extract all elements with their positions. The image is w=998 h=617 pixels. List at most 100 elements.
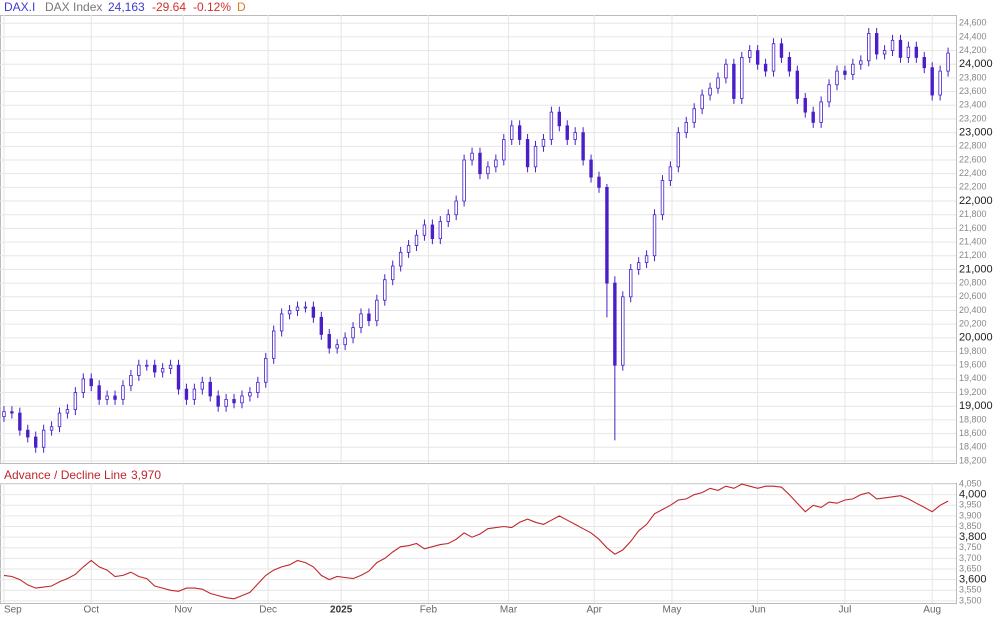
y-tick-label: 21,200 (959, 250, 987, 260)
candle-body (652, 214, 657, 257)
candle-body (240, 395, 244, 404)
y-tick-label: 4,000 (959, 489, 987, 501)
y-tick-label: 3,900 (959, 510, 982, 520)
candle-body (573, 132, 577, 140)
candle-body (168, 364, 173, 370)
y-tick-label: 22,200 (959, 182, 987, 192)
candle-body (367, 313, 371, 322)
y-tick-label: 3,700 (959, 553, 982, 563)
candle-body (18, 412, 22, 431)
candle-body (629, 269, 633, 298)
y-tick-label: 3,750 (959, 542, 982, 552)
candle-body (502, 139, 506, 161)
candle-body (795, 70, 800, 99)
candle-body (882, 50, 887, 55)
candle-body (867, 33, 871, 62)
candle-body (621, 296, 625, 366)
candle-body (208, 381, 212, 397)
y-tick-label: 20,800 (959, 277, 987, 287)
candle-body (89, 378, 93, 387)
x-tick-label: Aug (923, 605, 941, 616)
x-tick-label: 2025 (330, 605, 353, 616)
candle-body (478, 152, 482, 175)
candle-body (716, 77, 720, 89)
candle-body (708, 87, 712, 96)
candle-body (771, 43, 776, 72)
candle-body (755, 50, 760, 65)
candle-body (510, 125, 514, 140)
y-tick-label: 18,600 (959, 428, 987, 438)
candle-body (724, 63, 728, 79)
candle-body (398, 251, 403, 267)
candle-body (81, 378, 86, 393)
y-tick-label: 19,800 (959, 346, 987, 356)
candle-body (859, 60, 863, 65)
candle-body (763, 63, 768, 72)
y-tick-label: 21,600 (959, 223, 987, 233)
x-tick-label: Jun (750, 605, 766, 616)
y-tick-label: 19,400 (959, 373, 987, 383)
candle-body (930, 67, 934, 96)
candle-body (557, 111, 562, 127)
y-tick-label: 21,400 (959, 236, 987, 246)
y-tick-label: 3,650 (959, 563, 982, 573)
candle-body (153, 364, 157, 373)
candle-body (319, 316, 324, 335)
y-tick-label: 3,850 (959, 521, 982, 531)
candle-body (406, 245, 411, 253)
candle-body (121, 385, 125, 400)
candle-body (811, 111, 815, 123)
candle-body (549, 111, 554, 140)
y-tick-label: 20,200 (959, 319, 987, 329)
candle-body (113, 395, 117, 400)
candle-body (26, 429, 30, 438)
candle-body (605, 186, 609, 284)
candle-body (383, 279, 387, 301)
y-tick-label: 22,600 (959, 154, 987, 164)
indicator-value: 3,970 (131, 468, 161, 482)
candle-body (700, 94, 704, 110)
price-panel (0, 15, 957, 464)
candle-body (565, 125, 569, 140)
candle-body (272, 330, 276, 359)
candle-body (740, 57, 744, 99)
candle-body (470, 152, 474, 161)
candle-body (827, 84, 831, 103)
candle-body (160, 368, 165, 373)
candle-body (422, 224, 427, 236)
candle-body (636, 262, 641, 270)
candle-body (787, 57, 792, 72)
y-tick-label: 18,200 (959, 455, 987, 465)
candle-body (533, 145, 538, 168)
period: D (237, 0, 246, 14)
candle-body (41, 429, 46, 448)
candle-body (65, 409, 70, 414)
indicator-title: Advance / Decline Line (4, 468, 127, 482)
change-pct: -0.12% (193, 0, 231, 14)
y-tick-label: 24,400 (959, 31, 987, 41)
candle-body (49, 426, 54, 431)
y-tick-label: 23,400 (959, 100, 987, 110)
y-tick-label: 3,500 (959, 595, 982, 605)
y-tick-label: 19,600 (959, 360, 987, 370)
y-tick-label: 4,050 (959, 478, 982, 488)
symbol: DAX.I (4, 0, 35, 14)
x-tick-label: Mar (500, 605, 518, 616)
x-tick-label: Jul (839, 605, 852, 616)
y-tick-label: 20,400 (959, 305, 987, 315)
candle-body (145, 364, 149, 367)
y-tick-label: 3,550 (959, 585, 982, 595)
candle-body (589, 159, 593, 178)
candle-body (462, 159, 466, 202)
x-tick-label: Oct (83, 605, 99, 616)
candle-body (597, 176, 601, 188)
y-tick-label: 3,600 (959, 574, 987, 586)
candle-body (105, 395, 109, 400)
candle-body (10, 411, 14, 414)
x-tick-label: Feb (420, 605, 438, 616)
candle-body (644, 255, 649, 263)
candle-body (311, 306, 316, 318)
candle-body (613, 282, 617, 366)
candle-body (264, 357, 268, 383)
candle-body (192, 388, 197, 400)
